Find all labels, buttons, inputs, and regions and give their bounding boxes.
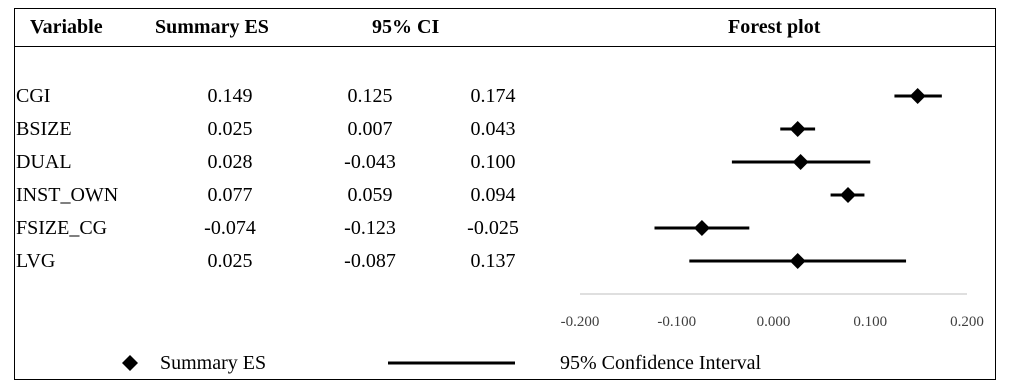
legend-marker-icon <box>122 355 138 371</box>
summary-es-marker <box>790 253 806 269</box>
summary-es-marker <box>840 187 856 203</box>
x-tick-label: -0.100 <box>657 314 696 330</box>
summary-es-marker <box>790 121 806 137</box>
summary-es-marker <box>694 220 710 236</box>
summary-es-marker <box>793 154 809 170</box>
legend-label-ci: 95% Confidence Interval <box>560 352 761 374</box>
x-tick-label: 0.000 <box>757 314 791 330</box>
legend-label-summary-es: Summary ES <box>160 352 266 374</box>
x-tick-label: -0.200 <box>561 314 600 330</box>
summary-es-marker <box>910 88 926 104</box>
x-tick-label: 0.200 <box>950 314 984 330</box>
x-tick-label: 0.100 <box>853 314 887 330</box>
